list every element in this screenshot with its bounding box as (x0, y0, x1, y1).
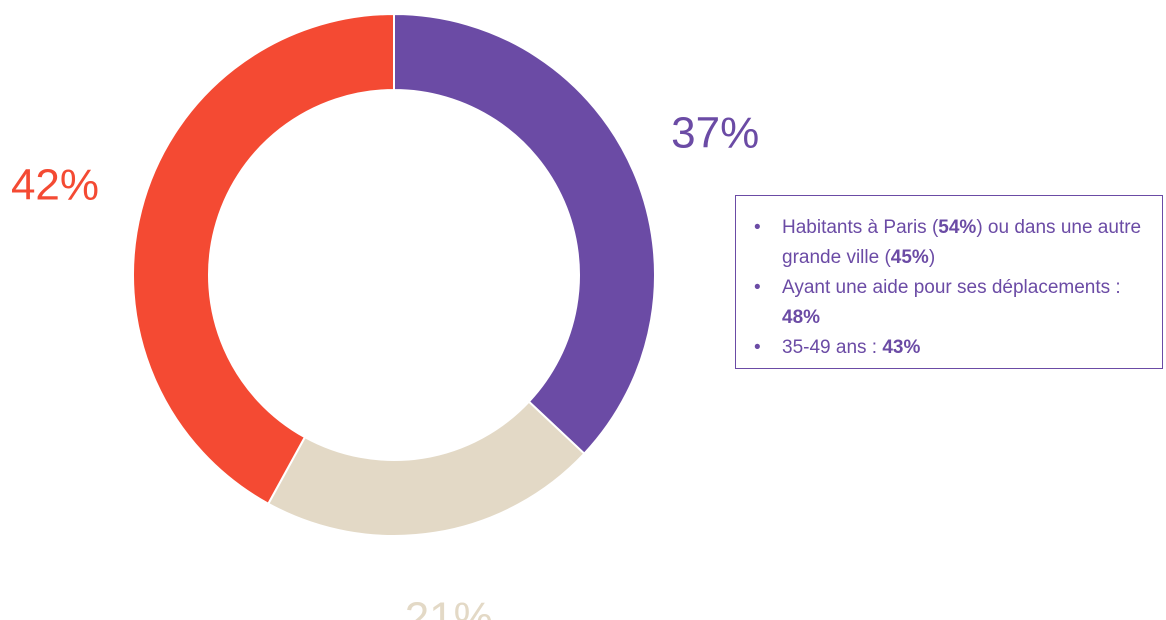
annotation-item: 35-49 ans : 43% (754, 333, 1150, 363)
annotation-list: Habitants à Paris (54%) ou dans une autr… (736, 213, 1150, 363)
annotation-highlight: 43% (882, 337, 921, 358)
slice (132, 12, 395, 506)
annotation-text: Habitants à Paris ( (782, 217, 939, 238)
value-label: 21% (405, 593, 493, 620)
annotation-highlight: 54% (938, 217, 977, 238)
annotation-text: ) (928, 247, 936, 268)
annotation-highlight: 48% (782, 307, 821, 328)
annotation-text: ) ou dans une autre grande ville ( (782, 217, 1142, 268)
annotation-highlight: 45% (890, 247, 929, 268)
annotation-item: Habitants à Paris (54%) ou dans une autr… (754, 213, 1150, 273)
value-label: 37% (671, 109, 759, 158)
slice (266, 400, 586, 537)
annotation-text: 35-49 ans : (782, 337, 883, 358)
annotation-text: Ayant une aide pour ses déplacements : (782, 277, 1121, 298)
annotation-item: Ayant une aide pour ses déplacements : 4… (754, 273, 1150, 333)
annotation-box: Habitants à Paris (54%) ou dans une autr… (735, 195, 1163, 369)
slice (393, 12, 656, 456)
value-label: 42% (11, 161, 99, 210)
